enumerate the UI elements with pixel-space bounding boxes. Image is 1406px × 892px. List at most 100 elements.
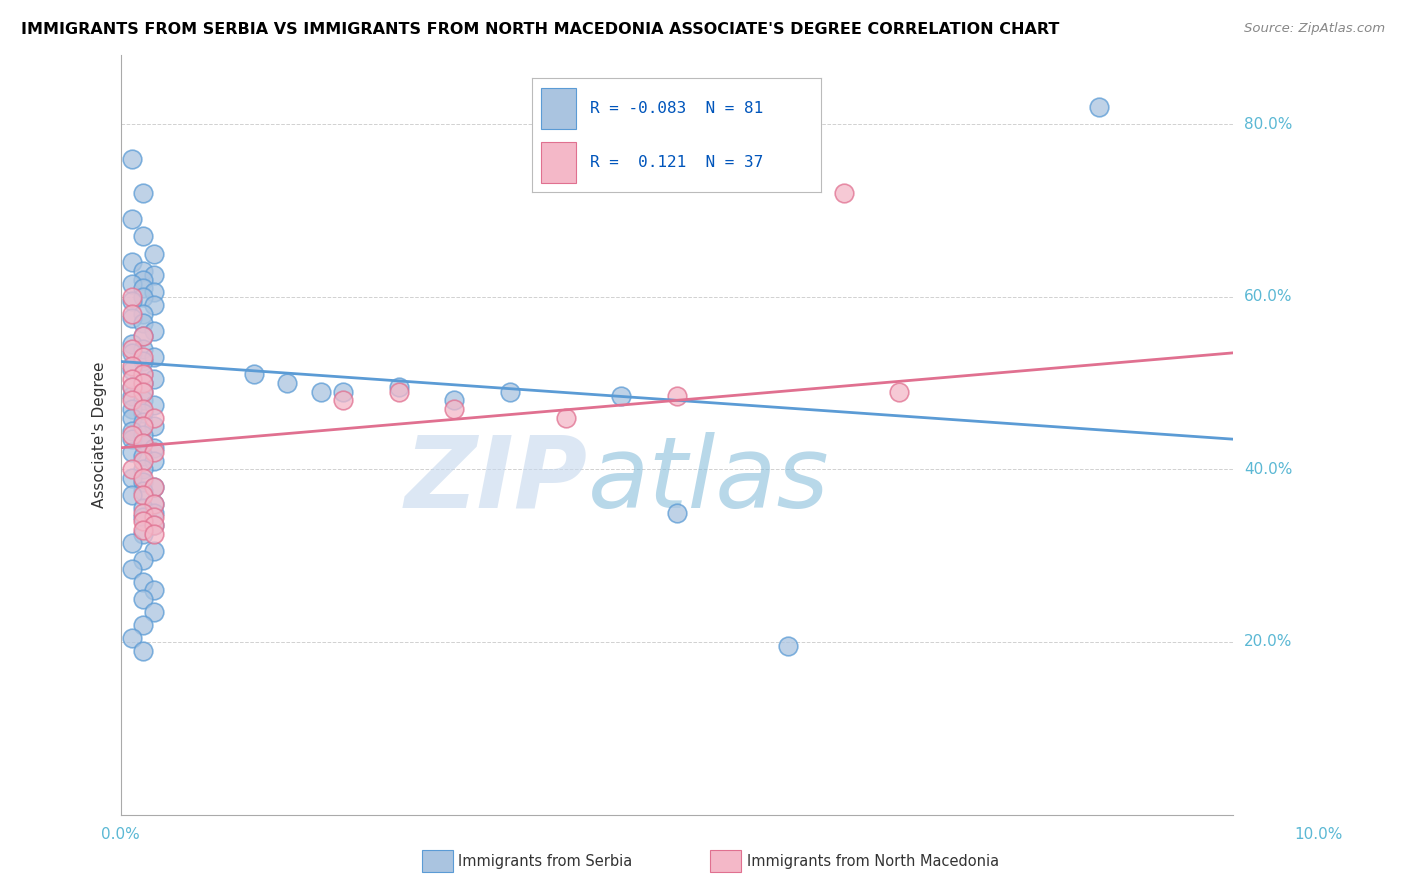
Point xyxy=(132,501,155,516)
Point xyxy=(142,544,165,558)
Point xyxy=(142,454,165,468)
Point xyxy=(121,255,143,269)
Point xyxy=(132,272,155,286)
Text: 20.0%: 20.0% xyxy=(1244,634,1292,649)
Point xyxy=(142,497,165,511)
Point xyxy=(121,359,143,373)
Point xyxy=(121,462,143,476)
Point xyxy=(142,527,165,541)
Point xyxy=(121,389,143,403)
Point xyxy=(132,368,155,382)
Point xyxy=(132,384,155,399)
Text: atlas: atlas xyxy=(588,432,830,529)
Point xyxy=(132,454,155,468)
Point xyxy=(332,384,354,399)
Point xyxy=(132,281,155,295)
Point xyxy=(121,380,143,394)
Point xyxy=(610,389,633,403)
Point xyxy=(132,264,155,278)
Point xyxy=(121,424,143,438)
Y-axis label: Associate's Degree: Associate's Degree xyxy=(93,361,107,508)
Point xyxy=(132,316,155,330)
Point xyxy=(142,509,165,524)
Point xyxy=(665,506,688,520)
Point xyxy=(132,617,155,632)
Point xyxy=(132,328,155,343)
Point xyxy=(121,393,143,408)
Point xyxy=(142,497,165,511)
Point xyxy=(132,450,155,464)
Point xyxy=(132,186,155,201)
Point xyxy=(665,389,688,403)
Point xyxy=(121,488,143,502)
Point xyxy=(121,410,143,425)
Point xyxy=(132,415,155,429)
Point xyxy=(132,290,155,304)
Point xyxy=(121,152,143,166)
Point xyxy=(142,445,165,459)
Point xyxy=(142,506,165,520)
Point xyxy=(832,186,855,201)
Point xyxy=(121,337,143,351)
Point xyxy=(132,342,155,356)
Point xyxy=(243,368,266,382)
Point xyxy=(132,307,155,321)
Point xyxy=(142,324,165,338)
Point xyxy=(142,285,165,300)
Point xyxy=(276,376,298,390)
Point xyxy=(142,441,165,455)
Point xyxy=(388,380,411,394)
Point xyxy=(388,384,411,399)
Point xyxy=(142,480,165,494)
Point xyxy=(132,401,155,416)
Point xyxy=(332,393,354,408)
Text: Immigrants from Serbia: Immigrants from Serbia xyxy=(458,855,633,869)
Point xyxy=(121,432,143,446)
Point xyxy=(121,311,143,326)
Text: Source: ZipAtlas.com: Source: ZipAtlas.com xyxy=(1244,22,1385,36)
Point xyxy=(554,410,576,425)
Point xyxy=(132,471,155,485)
Point xyxy=(889,384,911,399)
Text: Immigrants from North Macedonia: Immigrants from North Macedonia xyxy=(747,855,998,869)
Point xyxy=(121,380,143,394)
Point xyxy=(132,475,155,490)
Point xyxy=(121,294,143,309)
Point xyxy=(132,354,155,368)
Point xyxy=(443,401,465,416)
Point xyxy=(121,372,143,386)
Point xyxy=(142,398,165,412)
Point xyxy=(132,514,155,528)
Point xyxy=(121,471,143,485)
Point xyxy=(132,376,155,390)
Point xyxy=(132,509,155,524)
Point xyxy=(132,523,155,537)
Point xyxy=(132,384,155,399)
Point xyxy=(142,605,165,619)
Point xyxy=(142,583,165,598)
Text: IMMIGRANTS FROM SERBIA VS IMMIGRANTS FROM NORTH MACEDONIA ASSOCIATE'S DEGREE COR: IMMIGRANTS FROM SERBIA VS IMMIGRANTS FRO… xyxy=(21,22,1060,37)
Point xyxy=(121,342,143,356)
Text: 60.0%: 60.0% xyxy=(1244,289,1292,304)
Point xyxy=(132,419,155,434)
Point xyxy=(142,372,165,386)
Point xyxy=(499,384,522,399)
Point xyxy=(142,268,165,283)
Point xyxy=(142,298,165,312)
Point xyxy=(132,229,155,244)
Point xyxy=(132,350,155,364)
Point xyxy=(121,401,143,416)
Point xyxy=(142,480,165,494)
Point xyxy=(142,350,165,364)
Point xyxy=(132,553,155,567)
Point xyxy=(142,518,165,533)
Point xyxy=(132,506,155,520)
Point xyxy=(132,591,155,606)
Point xyxy=(121,363,143,377)
Text: 0.0%: 0.0% xyxy=(101,827,141,841)
Point xyxy=(309,384,332,399)
Point xyxy=(121,277,143,291)
Point xyxy=(132,393,155,408)
Point xyxy=(132,574,155,589)
Point xyxy=(132,436,155,450)
